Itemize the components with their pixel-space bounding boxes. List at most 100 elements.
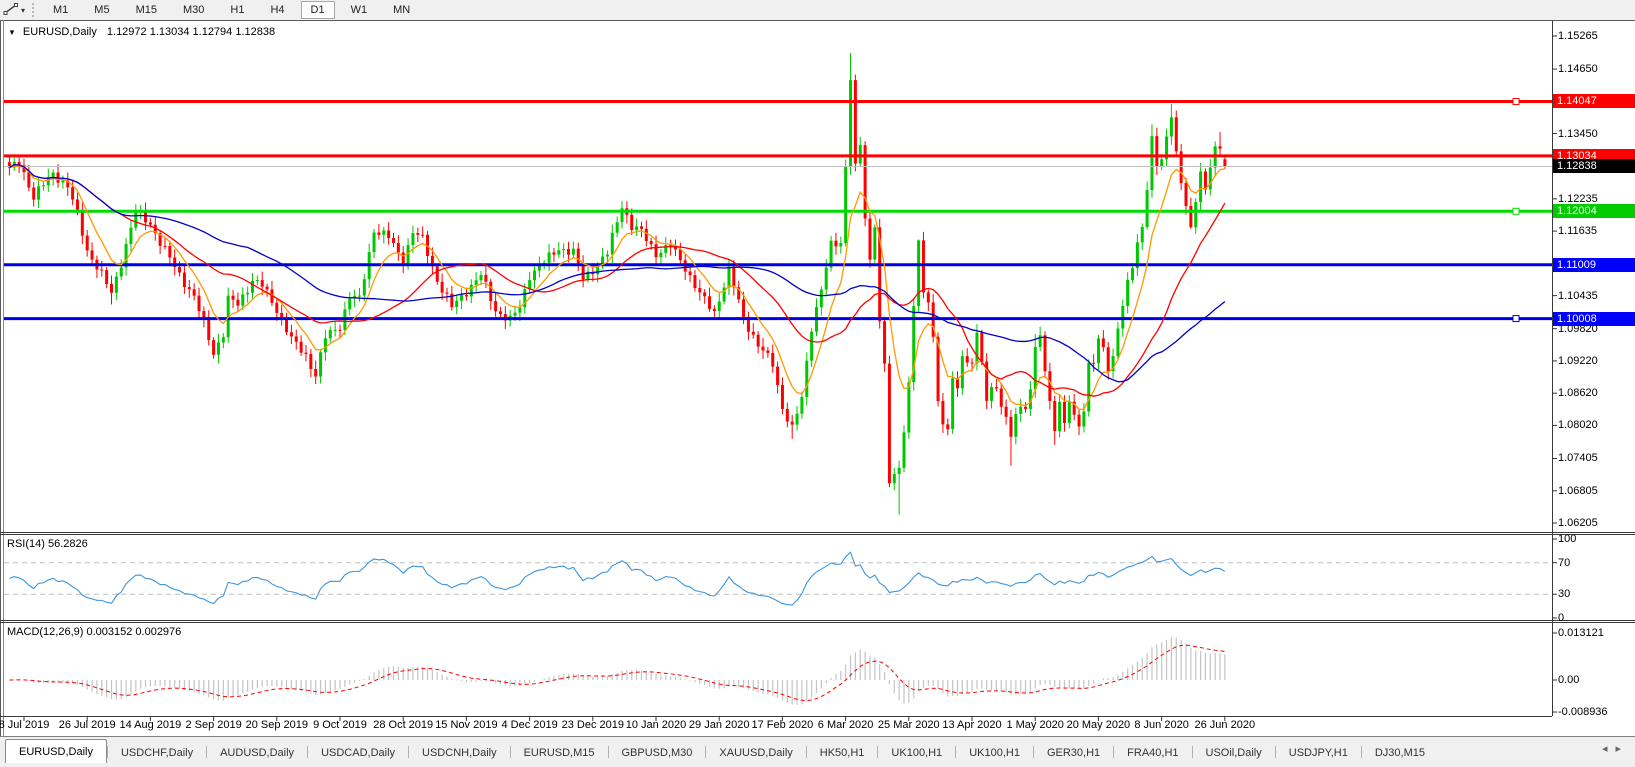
price-line-badge: 1.12004 [1553,204,1635,219]
date-tick-label: 29 Jan 2020 [688,719,750,731]
chart-tab-USDJPY-H1[interactable]: USDJPY,H1 [1288,746,1348,759]
date-tick-label: 8 Jun 2020 [1134,719,1189,731]
chart-tab-GBPUSD-M30[interactable]: GBPUSD,M30 [621,746,693,759]
tab-separator [408,746,410,758]
date-tick-label: 4 Dec 2019 [501,719,558,731]
chart-title: ▼ EURUSD,Daily 1.12972 1.13034 1.12794 1… [8,26,275,38]
timeframe-button-H4[interactable]: H4 [270,4,285,16]
chart-tab-FRA40-H1[interactable]: FRA40,H1 [1127,746,1179,759]
price-tick-label: 1.08020 [1558,419,1598,432]
date-tick-label: 17 Feb 2020 [751,719,814,731]
timeframe-button-H1[interactable]: H1 [230,4,245,16]
tab-separator [805,746,807,758]
chart-tab-bar: EURUSD,Daily USDCHF,Daily AUDUSD,Daily USDC… [0,736,1635,763]
price-tick-label: 1.06205 [1558,517,1598,529]
ma-fast [9,165,1225,411]
price-tick-label: 1.14650 [1558,63,1598,76]
rsi-line [9,551,1226,606]
date-tick-label: 25 Mar 2020 [877,719,940,731]
timeframe-button-M5[interactable]: M5 [94,4,110,16]
chart-tab-XAUUSD-Daily[interactable]: XAUUSD,Daily [719,746,793,759]
price-tick-label: 1.10435 [1558,289,1598,302]
timeframe-toolbar: ▾ M1 M5 M15 M30 H1 H4 D1 W1 MN [0,0,1635,20]
date-tick-label: 10 Jan 2020 [625,719,687,731]
chart-tab-USDCHF-Daily[interactable]: USDCHF,Daily [120,746,194,759]
date-tick-label: 20 May 2020 [1066,719,1131,731]
timeframe-button-D1[interactable]: D1 [300,1,335,19]
tab-separator [1032,746,1034,758]
trendline-tool-icon[interactable] [3,2,19,19]
chart-tab-UK100-H1[interactable]: UK100,H1 [891,746,943,759]
price-tick-label: 1.08620 [1558,387,1598,400]
timeframe-button-M1[interactable]: M1 [53,4,69,16]
date-tick-label: 9 Oct 2019 [313,719,367,731]
tab-separator [307,746,309,758]
chart-tab-DJ30-M15[interactable]: DJ30,M15 [1374,746,1425,759]
ma-mid [9,164,1226,397]
chart-canvas[interactable] [0,20,1635,736]
rsi-tick-label: 70 [1558,556,1571,569]
date-tick-label: 26 Jul 2019 [58,719,116,731]
chart-tab-EURUSD-Daily[interactable]: EURUSD,Daily [5,739,107,763]
rsi-tick-label: 0 [1558,612,1565,624]
bottom-strip [0,763,1635,767]
bid-price-badge: 1.12838 [1553,159,1635,174]
tab-scroll-left-icon[interactable]: ◂ [1601,743,1616,755]
chart-tab-USDCNH-Daily[interactable]: USDCNH,Daily [422,746,497,759]
price-line-badge: 1.14047 [1553,94,1635,109]
collapse-chart-arrow[interactable]: ▼ [8,27,16,37]
macd-tick-label: -0.008936 [1558,706,1608,719]
chart-tab-AUDUSD-Daily[interactable]: AUDUSD,Daily [220,746,295,759]
horizontal-lines [4,97,1552,323]
tab-separator [509,746,511,758]
price-tick-label: 1.09220 [1558,354,1598,367]
chart-tab-HK50-H1[interactable]: HK50,H1 [819,746,865,759]
tab-separator [1191,746,1193,758]
date-tick-label: 6 Mar 2020 [817,719,874,731]
rsi-pane [4,551,1552,606]
rsi-indicator-label: RSI(14) 56.2826 [7,538,88,550]
chart-tab-UK100-H1[interactable]: UK100,H1 [969,746,1020,759]
tab-separator [955,746,957,758]
rsi-tick-label: 100 [1558,533,1577,545]
date-tick-label: 28 Oct 2019 [373,719,434,731]
tab-separator [1113,746,1115,758]
timeframe-button-M15[interactable]: M15 [135,4,157,16]
tab-separator [206,746,208,758]
date-tick-label: 14 Aug 2019 [119,719,182,731]
price-tick-label: 1.11635 [1558,225,1597,238]
date-tick-label: 15 Nov 2019 [435,719,498,731]
tab-scroll-arrows: ◂▸ [1602,742,1629,755]
tab-scroll-right-icon[interactable]: ▸ [1615,743,1629,755]
chart-tab-USDCAD-Daily[interactable]: USDCAD,Daily [321,746,396,759]
date-tick-label: 23 Dec 2019 [561,719,624,731]
date-tick-label: 1 May 2020 [1006,719,1064,731]
price-tick-label: 1.15265 [1558,30,1598,42]
macd-signal-line [9,644,1225,702]
price-line-badge: 1.13034 [1553,148,1635,163]
price-tick-label: 1.07405 [1558,452,1598,465]
chart-tab-EURUSD-M15[interactable]: EURUSD,M15 [523,746,595,759]
date-tick-label: 13 Apr 2020 [942,719,1002,731]
price-tick-label: 1.06805 [1558,484,1598,497]
candlesticks [7,52,1227,515]
tab-separator [877,746,879,758]
tool-dropdown-arrow[interactable]: ▾ [21,5,26,15]
macd-pane [9,637,1226,706]
tab-separator [1274,746,1276,758]
price-line-badge: 1.10008 [1553,311,1635,326]
price-tick-label: 1.12235 [1558,192,1598,205]
toolbar-grip[interactable] [32,3,35,17]
price-tick-label: 1.09820 [1558,322,1598,335]
timeframe-button-MN[interactable]: MN [393,4,411,16]
timeframe-button-M30[interactable]: M30 [182,4,205,16]
macd-tick-label: 0.013121 [1558,626,1604,639]
date-tick-label: 2 Sep 2019 [185,719,242,731]
tab-separator [1360,746,1362,758]
timeframe-button-W1[interactable]: W1 [350,4,368,16]
chart-window: ▼ EURUSD,Daily 1.12972 1.13034 1.12794 1… [0,20,1635,736]
timeframe-buttons: M1 M5 M15 M30 H1 H4 D1 W1 MN [40,1,423,19]
chart-tab-GER30-H1[interactable]: GER30,H1 [1046,746,1101,759]
chart-tab-USOil-Daily[interactable]: USOil,Daily [1205,746,1262,759]
